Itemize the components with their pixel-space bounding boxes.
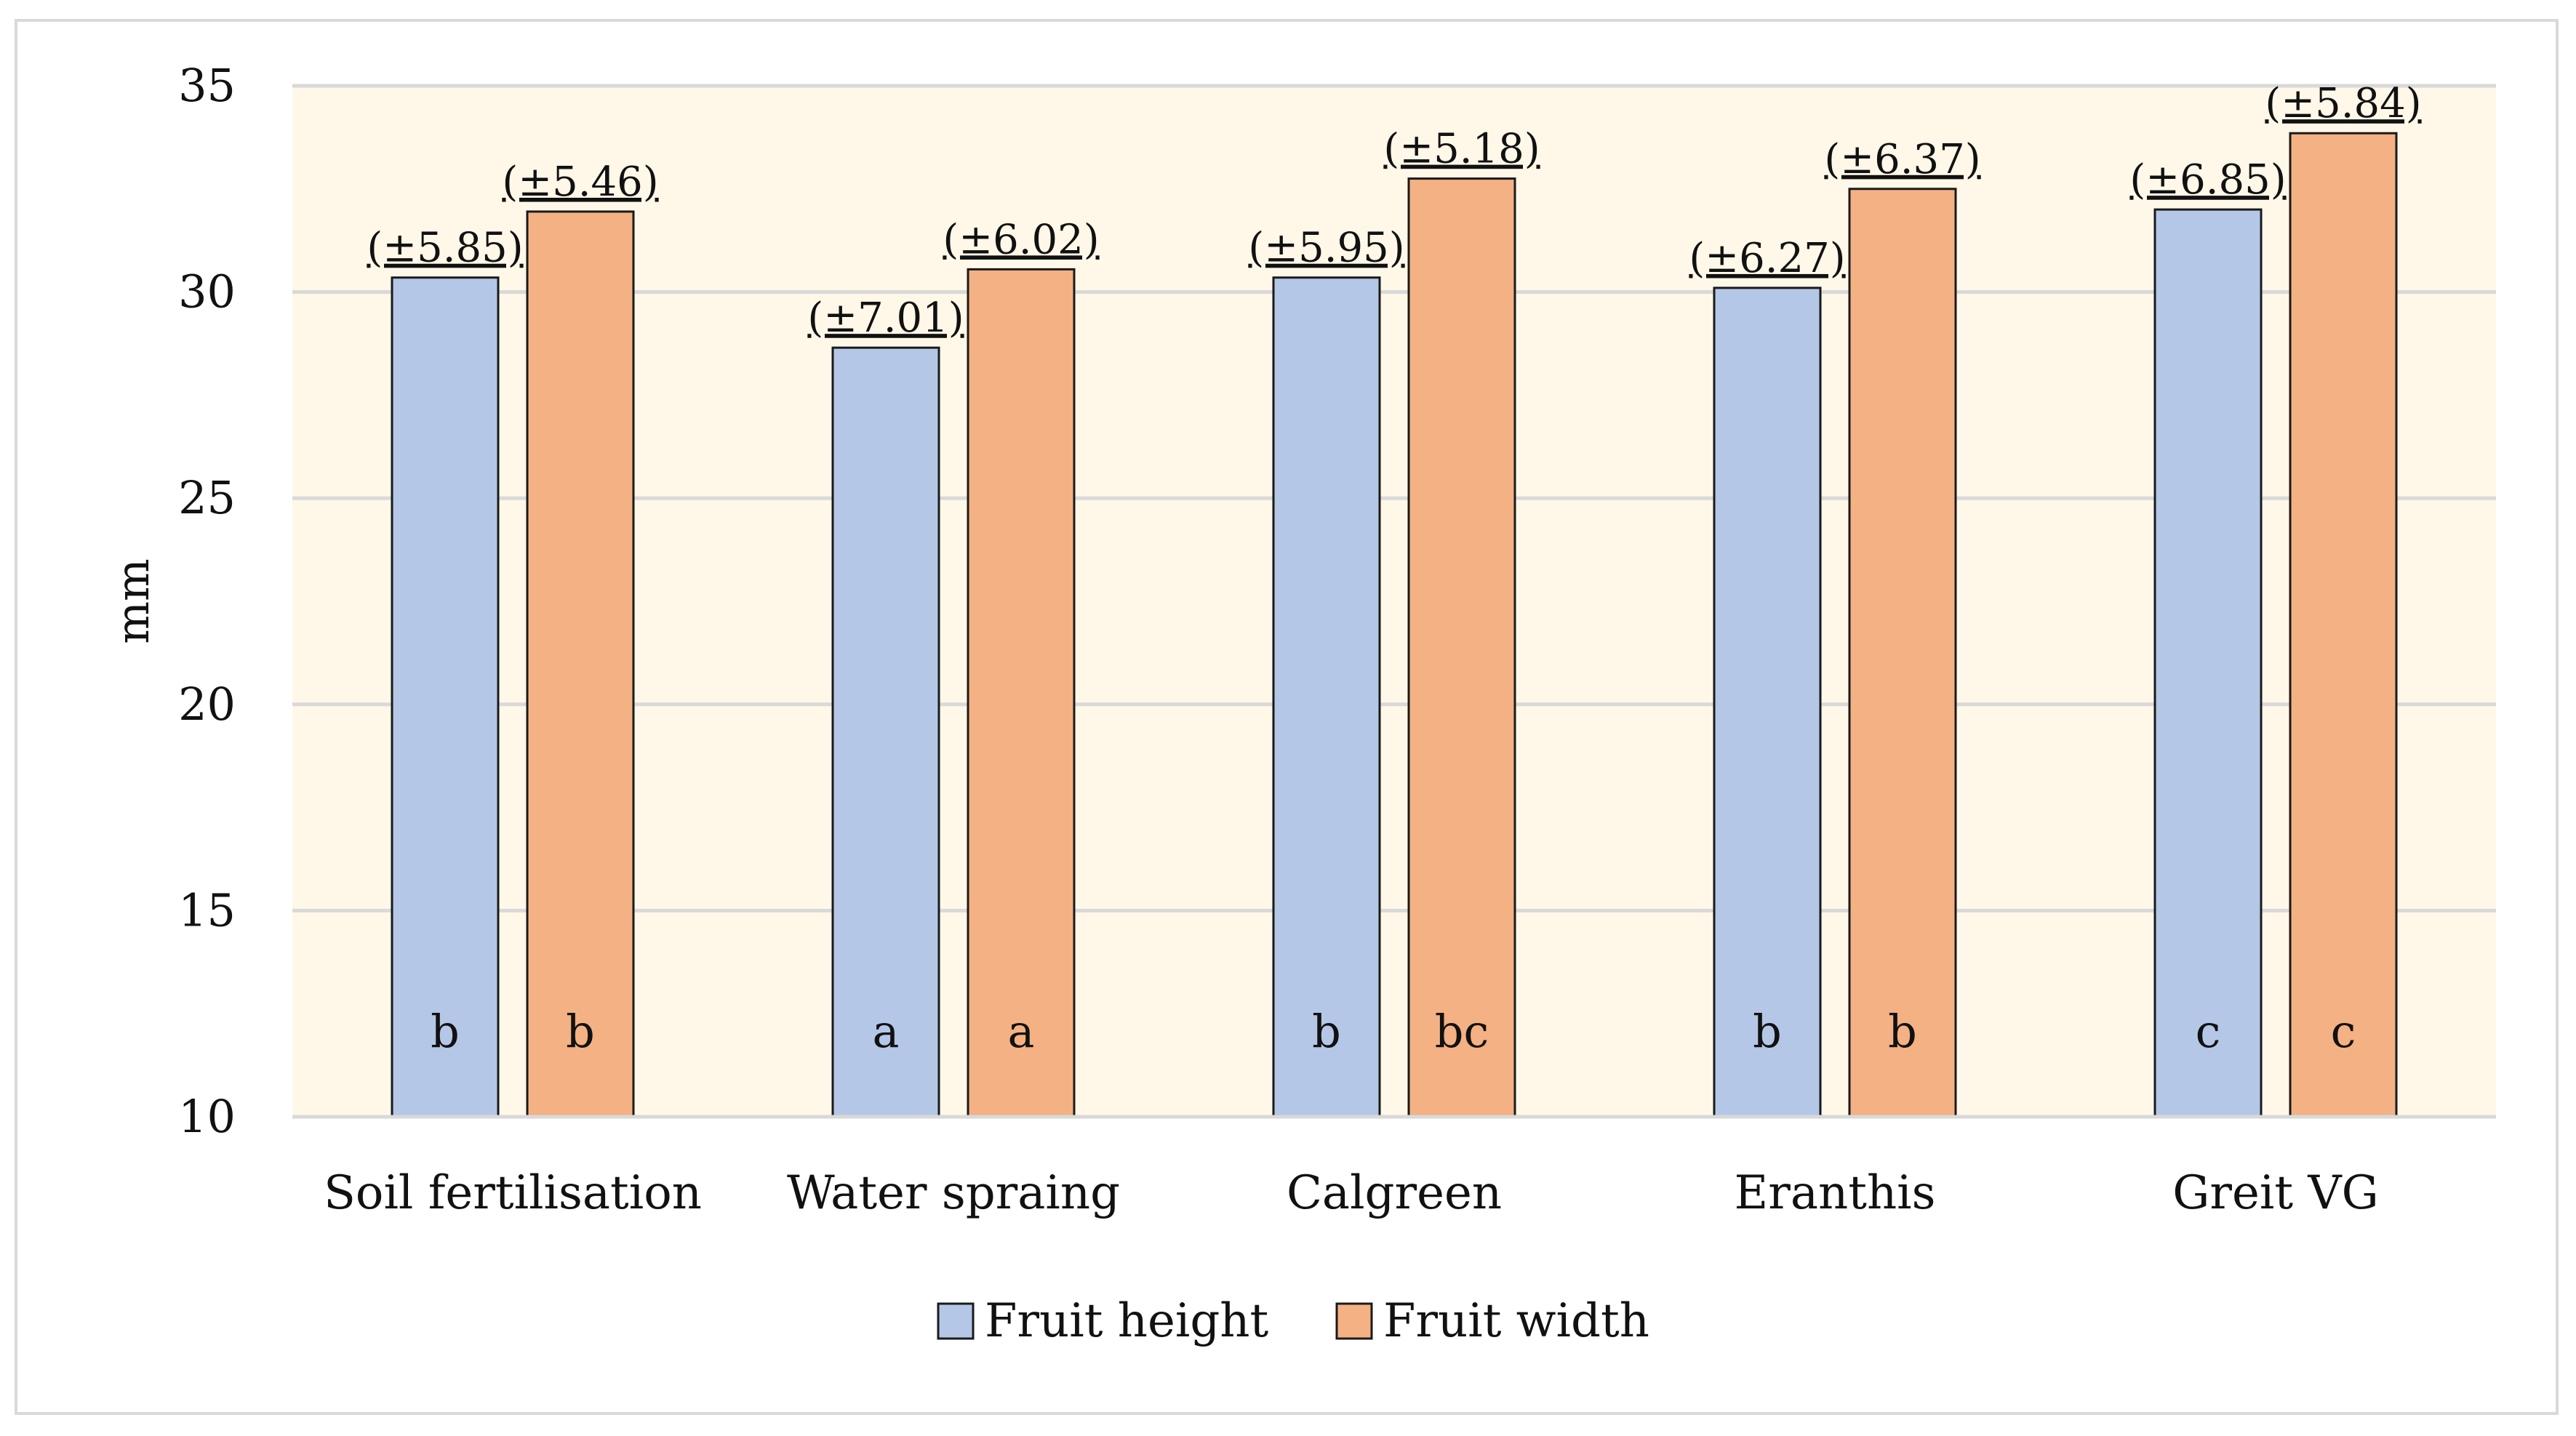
significance-letter: c bbox=[2196, 1005, 2221, 1058]
bar bbox=[1272, 276, 1381, 1118]
significance-letter: bc bbox=[1435, 1005, 1489, 1058]
x-category-label: Water spraing bbox=[787, 1166, 1120, 1220]
significance-letter: c bbox=[2331, 1005, 2356, 1058]
bars bbox=[391, 132, 2398, 1118]
significance-letter: a bbox=[873, 1005, 900, 1058]
y-tick-label: 10 bbox=[178, 1090, 236, 1143]
legend-swatch bbox=[937, 1302, 975, 1340]
y-axis-ticks: 10 15 20 25 30 35 bbox=[178, 59, 236, 1143]
bar bbox=[391, 276, 500, 1118]
y-tick-label: 35 bbox=[178, 59, 236, 112]
bar bbox=[2289, 132, 2398, 1118]
sd-label: (±5.95) bbox=[1248, 225, 1404, 272]
bar bbox=[1713, 286, 1822, 1118]
significance-letter: b bbox=[1312, 1005, 1341, 1058]
y-tick-label: 30 bbox=[178, 265, 236, 318]
bar bbox=[967, 268, 1076, 1118]
x-axis-categories: Soil fertilisation Water spraing Calgreen E… bbox=[324, 1166, 2379, 1220]
data-labels: (±5.85) b (±5.46) b (±7.01) a (±6.02) a (±5.95) b… bbox=[367, 80, 2421, 1058]
y-tick-label: 25 bbox=[178, 471, 236, 524]
significance-letter: b bbox=[1888, 1005, 1917, 1058]
legend-label: Fruit height bbox=[985, 1294, 1269, 1348]
x-category-label: Soil fertilisation bbox=[324, 1166, 702, 1220]
bar bbox=[2153, 208, 2263, 1118]
bar bbox=[526, 210, 635, 1118]
x-category-label: Calgreen bbox=[1287, 1166, 1502, 1220]
x-category-label: Greit VG bbox=[2172, 1166, 2378, 1220]
legend-swatch bbox=[1335, 1302, 1373, 1340]
sd-label: (±6.85) bbox=[2129, 156, 2286, 204]
sd-label: (±6.37) bbox=[1824, 136, 1980, 183]
sd-label: (±7.01) bbox=[807, 294, 964, 342]
significance-letter: b bbox=[431, 1005, 460, 1058]
x-category-label: Eranthis bbox=[1735, 1166, 1936, 1220]
significance-letter: a bbox=[1008, 1005, 1035, 1058]
significance-letter: b bbox=[1753, 1005, 1782, 1058]
y-tick-label: 15 bbox=[178, 883, 236, 936]
bar bbox=[1848, 188, 1957, 1118]
plot-area bbox=[292, 86, 2496, 1117]
y-tick-label: 20 bbox=[178, 678, 236, 731]
bar bbox=[1407, 177, 1516, 1118]
significance-letter: b bbox=[566, 1005, 595, 1058]
gridlines bbox=[292, 84, 2496, 912]
sd-label: (±5.85) bbox=[367, 225, 523, 272]
bar bbox=[831, 346, 940, 1118]
sd-label: (±5.18) bbox=[1383, 126, 1540, 173]
sd-label: (±5.84) bbox=[2265, 80, 2421, 127]
sd-label: (±5.46) bbox=[502, 159, 658, 206]
sd-label: (±6.27) bbox=[1689, 235, 1845, 282]
legend: Fruit height Fruit width bbox=[937, 1294, 1649, 1348]
y-axis-title: mm bbox=[106, 558, 159, 644]
legend-label: Fruit width bbox=[1383, 1294, 1649, 1348]
sd-label: (±6.02) bbox=[943, 216, 1099, 263]
